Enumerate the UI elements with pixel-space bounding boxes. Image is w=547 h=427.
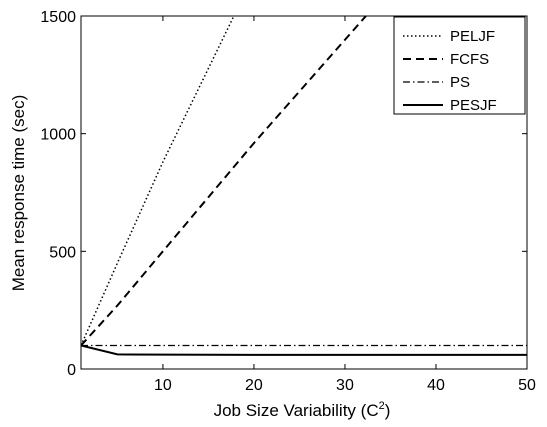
- legend-label-fcfs: FCFS: [450, 51, 489, 68]
- legend: PELJF FCFS PS PESJF: [393, 16, 526, 115]
- legend-label-pesjf: PESJF: [450, 97, 497, 114]
- series-lines: [81, 16, 527, 356]
- x-tick-label-4: 50: [518, 377, 536, 394]
- y-axis-label: Mean response time (sec): [9, 95, 28, 292]
- x-axis-label-main: Job Size Variability (C: [214, 401, 379, 420]
- y-tick-label-1: 500: [49, 244, 76, 261]
- series-group: [81, 16, 527, 356]
- y-tick-label-2: 1000: [40, 127, 76, 144]
- plot-area: [80, 15, 528, 370]
- legend-label-peljf: PELJF: [450, 28, 495, 45]
- x-tick-label-2: 30: [336, 377, 354, 394]
- legend-box: [393, 16, 526, 115]
- x-axis-label: Job Size Variability (C2): [214, 400, 391, 420]
- x-tick-label-3: 40: [427, 377, 445, 394]
- x-axis-label-suffix: ): [385, 401, 391, 420]
- x-tick-label-0: 10: [154, 377, 172, 394]
- plot-frame: [80, 15, 528, 370]
- series-line-fcfs: [81, 16, 367, 347]
- legend-label-ps: PS: [450, 74, 470, 91]
- y-tick-label-3: 1500: [40, 9, 76, 26]
- series-line-pesjf: [81, 344, 527, 356]
- series-line-peljf: [81, 16, 235, 346]
- x-axis-label-superscript: 2: [379, 400, 385, 412]
- x-tick-label-1: 20: [245, 377, 263, 394]
- y-tick-label-0: 0: [67, 362, 76, 379]
